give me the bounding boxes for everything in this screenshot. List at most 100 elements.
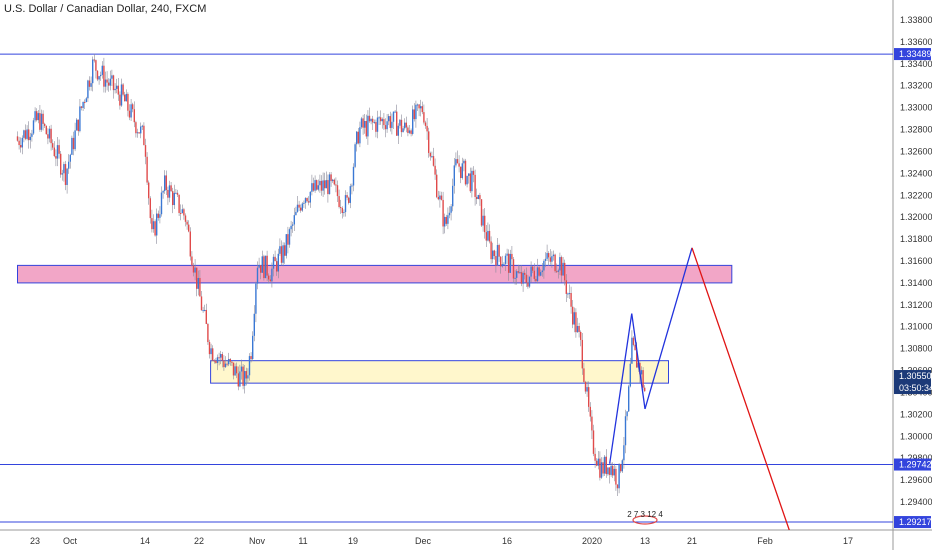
candle [431, 156, 433, 158]
candle [420, 106, 422, 109]
support-box[interactable] [210, 360, 669, 384]
candle [464, 160, 467, 185]
candle [461, 163, 463, 179]
resistance-zone[interactable] [17, 264, 733, 284]
level-tag-label: 1.29217 [899, 517, 932, 527]
candle [266, 255, 268, 276]
candle [554, 254, 556, 272]
candle [277, 253, 279, 272]
candle [517, 271, 519, 273]
candle [168, 185, 171, 198]
candle [288, 229, 291, 245]
candle [460, 166, 462, 179]
candle [37, 113, 39, 121]
projection-segment[interactable] [644, 247, 693, 410]
candle [103, 65, 105, 87]
candle [384, 125, 387, 130]
candle [424, 122, 427, 126]
candle [373, 122, 375, 124]
candle [333, 179, 335, 185]
candle [240, 366, 243, 372]
candle [247, 375, 249, 379]
candle [101, 65, 103, 75]
candle [248, 356, 251, 376]
candle [429, 152, 431, 157]
candle [76, 119, 78, 131]
candle [32, 120, 35, 134]
current-price-label: 1.30550 [899, 371, 932, 381]
candle [407, 127, 409, 133]
candle [599, 458, 601, 478]
y-tick-label: 1.31800 [900, 234, 932, 244]
candle [495, 255, 497, 266]
candle [551, 256, 553, 262]
candle [84, 101, 86, 103]
candle [613, 468, 615, 476]
candle [256, 267, 259, 284]
candle [300, 207, 302, 211]
y-tick-label: 1.33200 [900, 81, 932, 91]
candle [74, 130, 76, 150]
candle [634, 344, 636, 351]
candle [468, 173, 470, 176]
candle [93, 59, 95, 61]
candle [21, 137, 23, 148]
candle [250, 356, 252, 360]
candle [388, 116, 390, 122]
y-tick-label: 1.30200 [900, 409, 932, 419]
candle [114, 88, 116, 91]
candle [548, 253, 550, 258]
candle [160, 192, 163, 215]
candle [109, 78, 111, 86]
candle [274, 256, 276, 262]
candle [392, 111, 395, 122]
candle [228, 358, 230, 365]
candle [559, 257, 561, 271]
y-tick-label: 1.31400 [900, 278, 932, 288]
candle [480, 199, 483, 226]
candle [405, 122, 407, 128]
candle [522, 272, 524, 284]
y-tick-label: 1.32000 [900, 212, 932, 222]
candle [304, 198, 307, 203]
candle [594, 453, 596, 461]
candle [269, 279, 271, 282]
candle [567, 293, 569, 295]
y-tick-label: 1.29600 [900, 475, 932, 485]
candle [156, 213, 158, 236]
candle [119, 94, 121, 106]
candle [183, 209, 185, 216]
candle [132, 104, 134, 110]
candle [314, 180, 316, 191]
x-tick-label: Nov [249, 536, 266, 546]
candle [186, 221, 188, 225]
candle [175, 192, 177, 194]
candle [295, 211, 297, 216]
projection-segment[interactable] [609, 313, 633, 464]
candle [178, 194, 180, 213]
candle [391, 121, 393, 128]
projection-segment[interactable] [631, 313, 646, 409]
projection-segment[interactable] [691, 247, 791, 535]
candle [546, 253, 548, 259]
candle [317, 185, 319, 190]
candle [543, 260, 545, 271]
candle [71, 137, 73, 155]
candle [263, 256, 265, 279]
candle [296, 204, 299, 212]
candle [293, 215, 295, 225]
candle [159, 214, 161, 218]
candle [64, 164, 67, 185]
candle [36, 111, 38, 121]
candle [447, 215, 449, 224]
candle [535, 278, 537, 282]
candle [343, 212, 345, 214]
candle [234, 366, 236, 376]
candle [282, 245, 284, 263]
candle [96, 70, 99, 80]
candle [340, 207, 342, 209]
candle [212, 348, 214, 361]
candle [328, 174, 331, 195]
candle [152, 221, 155, 230]
